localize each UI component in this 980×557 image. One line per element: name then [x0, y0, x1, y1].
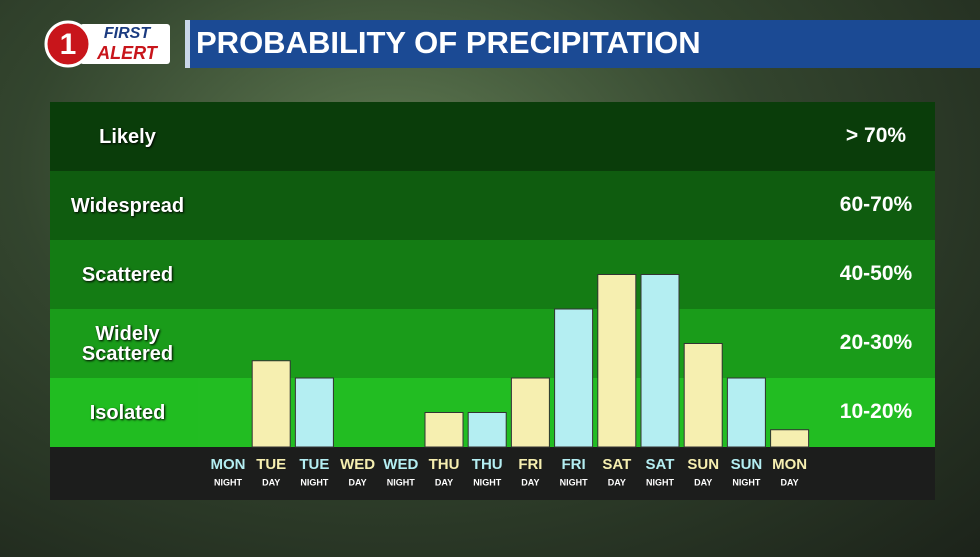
band-range: 20-30% [840, 331, 913, 354]
x-tick-period: DAY [781, 477, 799, 487]
band-label-cell [50, 378, 198, 447]
band-name: Isolated [89, 401, 166, 424]
bar [294, 377, 334, 448]
bar [510, 377, 550, 448]
x-tick-day: SAT [602, 456, 631, 473]
band-range: 10-20% [840, 400, 913, 423]
bar [554, 308, 594, 448]
band-label-cell [50, 240, 198, 309]
bar [424, 412, 464, 448]
x-tick-period: NIGHT [214, 477, 243, 487]
x-tick-period: DAY [435, 477, 453, 487]
bar [683, 343, 723, 448]
x-tick-day: TUE [256, 456, 286, 473]
x-tick-day: TUE [299, 456, 329, 473]
band-label-cell [50, 309, 198, 378]
x-tick-period: NIGHT [387, 477, 416, 487]
x-tick-period: NIGHT [473, 477, 502, 487]
bar [597, 274, 637, 448]
band-name: Widely Scattered [81, 322, 174, 365]
bar [726, 377, 766, 448]
logo-bottom: ALERT [96, 43, 159, 63]
band-name: Widespread [70, 194, 185, 217]
title-bar [185, 20, 980, 68]
x-tick-period: NIGHT [300, 477, 329, 487]
x-tick-day: THU [429, 456, 460, 473]
x-tick-day: WED [340, 456, 375, 473]
x-tick-day: MON [211, 456, 246, 473]
x-tick-day: WED [383, 456, 418, 473]
axis-strip [50, 447, 935, 500]
logo-top: FIRST [104, 25, 151, 42]
logo-box [80, 24, 170, 64]
x-tick-period: DAY [262, 477, 280, 487]
band-label-cell [50, 171, 198, 240]
band-range: 40-50% [840, 262, 913, 285]
bar [467, 412, 507, 448]
bar [770, 429, 810, 448]
bar [640, 274, 680, 448]
band-range: 60-70% [840, 193, 913, 216]
bar [251, 360, 291, 448]
band-name: Scattered [81, 263, 174, 286]
band-name: Likely [99, 125, 156, 148]
x-tick-day: THU [472, 456, 503, 473]
logo-number: 1 [60, 28, 77, 61]
x-tick-period: DAY [694, 477, 712, 487]
x-tick-period: NIGHT [732, 477, 761, 487]
x-tick-day: FRI [518, 456, 542, 473]
x-tick-day: SUN [731, 456, 763, 473]
title-accent [185, 20, 190, 68]
x-tick-day: SAT [646, 456, 675, 473]
x-tick-day: FRI [562, 456, 586, 473]
x-tick-day: SUN [687, 456, 719, 473]
band-label-cell [50, 102, 198, 171]
x-tick-period: NIGHT [646, 477, 675, 487]
band-range: > 70% [846, 124, 906, 147]
x-tick-period: DAY [608, 477, 626, 487]
x-tick-period: DAY [521, 477, 539, 487]
x-tick-period: NIGHT [560, 477, 589, 487]
x-tick-day: MON [772, 456, 807, 473]
logo-circle [44, 20, 92, 68]
chart-title: PROBABILITY OF PRECIPITATION [196, 25, 701, 60]
x-tick-period: DAY [349, 477, 367, 487]
